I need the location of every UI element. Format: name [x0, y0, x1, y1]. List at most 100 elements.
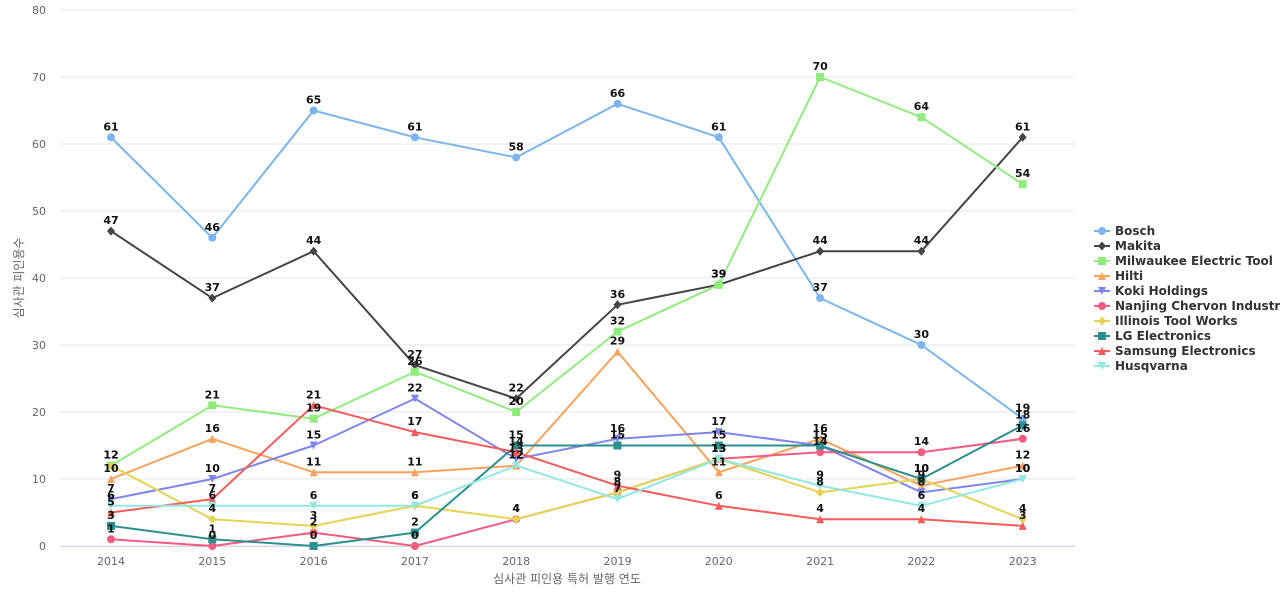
data-point-illinois-tool-works[interactable] [816, 487, 825, 497]
data-point-bosch[interactable] [917, 341, 926, 349]
data-point-husqvarna[interactable] [917, 501, 926, 510]
data-point-makita[interactable] [816, 246, 825, 256]
data-point-bosch[interactable] [1018, 414, 1027, 423]
data-point-lg-electronics[interactable] [613, 441, 622, 450]
data-point-hilti[interactable] [309, 468, 318, 477]
data-point-husqvarna[interactable] [309, 501, 318, 510]
data-point-makita[interactable] [1018, 132, 1027, 142]
data-point-nanjing-chervon-industry[interactable] [309, 528, 318, 537]
legend-item-koki-holdings[interactable]: Koki Holdings [1094, 284, 1208, 298]
data-point-koki-holdings[interactable] [613, 434, 622, 443]
data-point-hilti[interactable] [107, 475, 115, 483]
series-line-husqvarna[interactable] [110, 457, 1024, 507]
data-point-hilti[interactable] [410, 468, 419, 477]
data-point-lg-electronics[interactable] [309, 542, 318, 550]
data-point-samsung-electronics[interactable] [309, 401, 318, 410]
data-point-hilti[interactable] [1018, 461, 1027, 470]
legend-item-samsung-electronics[interactable]: Samsung Electronics [1094, 344, 1256, 358]
data-point-husqvarna[interactable] [816, 481, 825, 490]
data-point-makita[interactable] [917, 246, 926, 256]
data-point-koki-holdings[interactable] [917, 488, 926, 497]
data-point-makita[interactable] [512, 394, 521, 404]
data-point-illinois-tool-works[interactable] [1018, 514, 1027, 524]
data-point-bosch[interactable] [613, 99, 622, 108]
data-point-husqvarna[interactable] [714, 454, 723, 463]
data-point-makita[interactable] [107, 226, 115, 236]
data-point-lg-electronics[interactable] [512, 441, 521, 450]
data-point-samsung-electronics[interactable] [613, 481, 622, 490]
data-point-bosch[interactable] [714, 133, 723, 142]
data-point-milwaukee-electric-tool[interactable] [816, 73, 825, 81]
data-point-bosch[interactable] [512, 153, 521, 162]
data-point-husqvarna[interactable] [512, 461, 521, 470]
data-point-samsung-electronics[interactable] [410, 428, 419, 437]
data-point-nanjing-chervon-industry[interactable] [917, 448, 926, 457]
legend-item-illinois-tool-works[interactable]: Illinois Tool Works [1094, 314, 1238, 328]
data-point-koki-holdings[interactable] [512, 454, 521, 463]
legend-item-husqvarna[interactable]: Husqvarna [1094, 359, 1188, 373]
data-point-bosch[interactable] [410, 133, 419, 142]
data-point-bosch[interactable] [107, 133, 115, 142]
data-point-bosch[interactable] [816, 294, 825, 303]
data-point-illinois-tool-works[interactable] [208, 514, 217, 524]
data-point-lg-electronics[interactable] [208, 535, 217, 544]
data-point-bosch[interactable] [309, 106, 318, 115]
data-point-hilti[interactable] [917, 481, 926, 490]
data-point-milwaukee-electric-tool[interactable] [309, 414, 318, 423]
data-point-hilti[interactable] [208, 434, 217, 443]
data-point-samsung-electronics[interactable] [816, 515, 825, 524]
legend-item-hilti[interactable]: Hilti [1094, 269, 1143, 283]
data-point-illinois-tool-works[interactable] [613, 487, 622, 497]
data-point-makita[interactable] [613, 300, 622, 310]
data-point-samsung-electronics[interactable] [1018, 521, 1027, 530]
data-point-samsung-electronics[interactable] [208, 495, 217, 504]
legend-item-lg-electronics[interactable]: LG Electronics [1094, 329, 1211, 343]
data-point-nanjing-chervon-industry[interactable] [208, 542, 217, 550]
data-point-lg-electronics[interactable] [410, 528, 419, 537]
data-point-nanjing-chervon-industry[interactable] [410, 542, 419, 550]
legend-item-bosch[interactable]: Bosch [1094, 224, 1155, 238]
series-line-samsung-electronics[interactable] [110, 404, 1024, 527]
data-point-nanjing-chervon-industry[interactable] [816, 448, 825, 457]
data-point-milwaukee-electric-tool[interactable] [714, 280, 723, 289]
data-point-makita[interactable] [208, 293, 217, 303]
data-point-koki-holdings[interactable] [410, 394, 419, 403]
series-line-nanjing-chervon-industry[interactable] [110, 437, 1024, 547]
data-point-husqvarna[interactable] [1018, 475, 1027, 483]
data-point-koki-holdings[interactable] [714, 428, 723, 437]
data-point-lg-electronics[interactable] [714, 441, 723, 450]
data-point-lg-electronics[interactable] [107, 521, 115, 530]
series-line-illinois-tool-works[interactable] [110, 457, 1024, 527]
data-point-milwaukee-electric-tool[interactable] [512, 408, 521, 416]
data-point-lg-electronics[interactable] [1018, 421, 1027, 430]
series-line-milwaukee-electric-tool[interactable] [110, 76, 1024, 467]
data-point-milwaukee-electric-tool[interactable] [208, 401, 217, 410]
data-point-koki-holdings[interactable] [309, 441, 318, 450]
data-point-husqvarna[interactable] [107, 501, 115, 510]
data-point-samsung-electronics[interactable] [107, 508, 115, 517]
series-line-koki-holdings[interactable] [110, 397, 1024, 501]
data-point-koki-holdings[interactable] [107, 495, 115, 504]
data-point-milwaukee-electric-tool[interactable] [613, 327, 622, 336]
data-point-hilti[interactable] [816, 434, 825, 443]
series-line-lg-electronics[interactable] [110, 424, 1024, 547]
data-point-samsung-electronics[interactable] [714, 501, 723, 510]
legend-item-makita[interactable]: Makita [1094, 239, 1161, 253]
data-point-husqvarna[interactable] [208, 501, 217, 510]
data-point-lg-electronics[interactable] [917, 475, 926, 483]
data-point-koki-holdings[interactable] [208, 475, 217, 483]
legend-item-nanjing-chervon-industry[interactable]: Nanjing Chervon Industry [1094, 299, 1280, 313]
data-point-hilti[interactable] [714, 468, 723, 477]
data-point-nanjing-chervon-industry[interactable] [107, 535, 115, 544]
data-point-nanjing-chervon-industry[interactable] [1018, 434, 1027, 443]
data-point-milwaukee-electric-tool[interactable] [410, 367, 419, 376]
legend-item-milwaukee-electric-tool[interactable]: Milwaukee Electric Tool [1094, 254, 1273, 268]
series-line-makita[interactable] [110, 136, 1024, 400]
data-point-samsung-electronics[interactable] [512, 448, 521, 457]
data-point-bosch[interactable] [208, 233, 217, 242]
data-point-milwaukee-electric-tool[interactable] [1018, 180, 1027, 189]
data-point-makita[interactable] [309, 246, 318, 256]
data-point-makita[interactable] [410, 360, 419, 370]
data-point-illinois-tool-works[interactable] [512, 514, 521, 524]
series-line-bosch[interactable] [110, 102, 1024, 420]
